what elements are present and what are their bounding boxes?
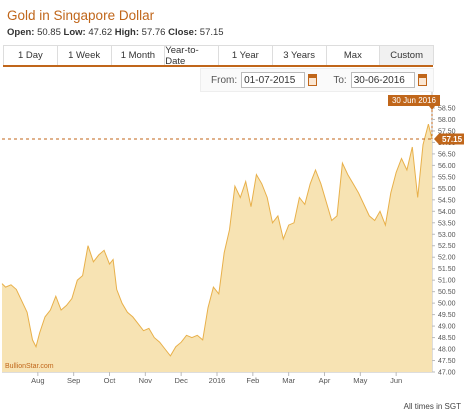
chart-title: Gold in Singapore Dollar: [7, 8, 155, 23]
period-tabs: 1 Day 1 Week 1 Month Year-to-Date 1 Year…: [3, 45, 434, 67]
from-label: From:: [211, 74, 238, 86]
y-tick-label: 55.50: [438, 174, 456, 181]
last-value-label: 57.15: [442, 135, 463, 144]
last-value-flag-box: [434, 133, 464, 145]
x-tick-label: Aug: [31, 376, 44, 385]
y-tick-label: 51.50: [438, 266, 456, 273]
x-tick-label: 2016: [209, 376, 226, 385]
price-line: [1, 123, 433, 357]
y-tick-label: 50.50: [438, 289, 456, 296]
open-label: Open:: [7, 27, 35, 38]
x-tick-label: May: [353, 376, 367, 385]
last-value-flag: 57.15: [434, 133, 464, 145]
low-label: Low:: [63, 27, 86, 38]
y-tick-label: 54.50: [438, 197, 456, 204]
last-date-flag-pointer: [429, 106, 435, 110]
price-area: [2, 124, 432, 372]
open-value: 50.85: [37, 27, 61, 38]
x-tick-label: Jun: [390, 376, 402, 385]
y-tick-label: 50.00: [438, 301, 456, 308]
x-tick-label: Dec: [174, 376, 188, 385]
y-tick-label: 54.00: [438, 209, 456, 216]
y-tick-label: 48.50: [438, 335, 456, 342]
x-tick-label: Apr: [319, 376, 331, 385]
high-label: High:: [114, 27, 140, 38]
x-axis: Aug Sep Oct Nov Dec 2016 Feb Mar Apr May Jun: [31, 372, 402, 385]
close-label: Close:: [168, 27, 198, 38]
timezone-note: All times in SGT: [403, 402, 461, 411]
y-tick-label: 58.00: [438, 117, 456, 124]
to-date-input[interactable]: [350, 72, 415, 88]
x-tick-label: Nov: [139, 376, 153, 385]
y-tick-label: 57.50: [438, 128, 456, 135]
ohlc-summary: Open: 50.85 Low: 47.62 High: 57.76 Close…: [7, 27, 224, 38]
y-tick-label: 49.50: [438, 312, 456, 319]
y-tick-label: 58.50: [438, 106, 456, 113]
y-tick-label: 48.00: [438, 347, 456, 354]
tab-custom[interactable]: Custom: [379, 45, 434, 65]
y-tick-label: 55.00: [438, 186, 456, 193]
y-tick-label: 53.00: [438, 232, 456, 239]
calendar-icon[interactable]: [308, 74, 318, 86]
to-label: To:: [333, 74, 347, 86]
y-tick-label: 56.00: [438, 163, 456, 170]
x-tick-label: Sep: [67, 376, 80, 385]
last-date-label: 30 Jun 2016: [392, 96, 437, 105]
y-tick-label: 52.50: [438, 243, 456, 250]
tab-year-to-date[interactable]: Year-to-Date: [164, 45, 219, 67]
x-tick-label: Oct: [104, 376, 117, 385]
watermark-text: BullionStar.com: [5, 363, 54, 370]
y-tick-label: 47.50: [438, 358, 456, 365]
date-range-picker: From: To:: [200, 68, 434, 92]
y-tick-label: 47.00: [438, 370, 456, 377]
y-tick-label: 52.00: [438, 255, 456, 262]
low-value: 47.62: [88, 27, 113, 38]
y-tick-label: 56.50: [438, 151, 456, 158]
y-tick-label: 51.00: [438, 278, 456, 285]
y-axis: 47.00 47.50 48.00 48.50 49.00 49.50 50.00 50.50…: [432, 106, 456, 377]
from-date-input[interactable]: [241, 72, 306, 88]
high-value: 57.76: [141, 27, 166, 38]
x-tick-label: Mar: [282, 376, 295, 385]
x-tick-label: Feb: [246, 376, 259, 385]
y-tick-label: 49.00: [438, 324, 456, 331]
calendar-icon[interactable]: [417, 74, 427, 86]
last-date-flag-box: [388, 95, 440, 106]
y-tick-label: 53.50: [438, 220, 456, 227]
last-date-flag: 30 Jun 2016: [388, 95, 440, 110]
close-value: 57.15: [199, 27, 224, 38]
